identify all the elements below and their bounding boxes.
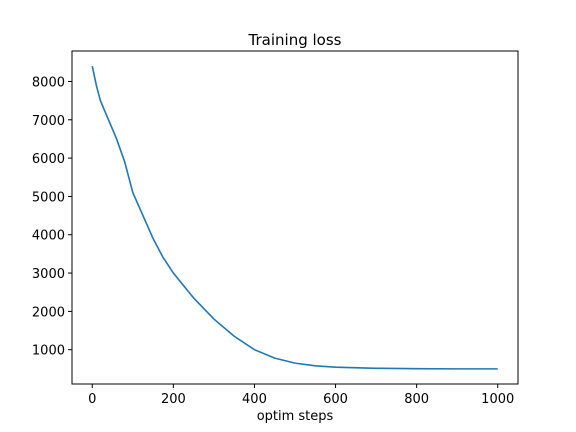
x-tick-label: 400 (242, 392, 267, 407)
y-tick-label: 5000 (32, 190, 65, 205)
y-tick-label: 1000 (32, 344, 65, 359)
y-tick-label: 3000 (32, 267, 65, 282)
x-tick-label: 200 (161, 392, 186, 407)
y-tick-label: 2000 (32, 305, 65, 320)
x-tick-label: 1000 (481, 392, 514, 407)
y-tick-label: 7000 (32, 114, 65, 129)
x-tick-label: 800 (404, 392, 429, 407)
line-series (91, 65, 498, 370)
y-tick-label: 6000 (32, 152, 65, 167)
x-tick-label: 600 (323, 392, 348, 407)
chart-title: Training loss (248, 31, 342, 49)
plot-frame (71, 50, 519, 385)
x-tick-label: 0 (88, 392, 96, 407)
y-tick-label: 8000 (32, 75, 65, 90)
x-axis-label: optim steps (257, 409, 334, 424)
y-tick-label: 4000 (32, 229, 65, 244)
